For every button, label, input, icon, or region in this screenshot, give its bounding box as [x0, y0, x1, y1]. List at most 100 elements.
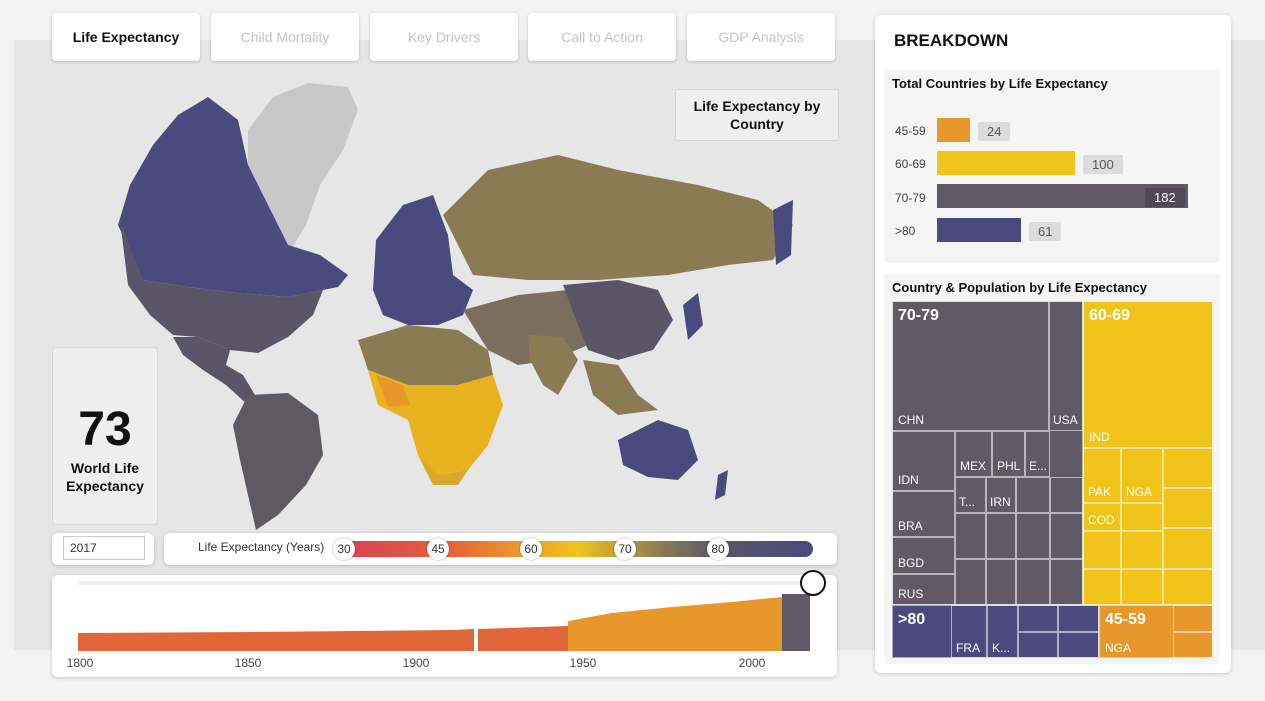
tab-key-drivers[interactable]: Key Drivers [370, 13, 518, 61]
treemap-cell[interactable] [1173, 632, 1213, 658]
treemap-cell-idn[interactable]: IDN [892, 431, 955, 491]
bar-over-80[interactable] [937, 218, 1021, 242]
timeline-area-mid-early [478, 626, 568, 651]
timeline-play-handle[interactable] [800, 570, 826, 596]
treemap-cell-nga[interactable]: NGA [1121, 448, 1163, 503]
treemap-cell[interactable] [1050, 559, 1083, 605]
treemap-cell-phl[interactable]: PHL [992, 431, 1025, 477]
timeline-tick: 1850 [234, 656, 262, 670]
treemap-cell[interactable] [1163, 488, 1213, 528]
timeline-area-gap [474, 631, 478, 651]
legend-title: Life Expectancy (Years) [198, 540, 325, 554]
bar-label: 70-79 [895, 191, 926, 205]
treemap-group-label: 45-59 [1105, 611, 1146, 628]
treemap-cell[interactable] [1163, 448, 1213, 488]
bar-value-badge: 100 [1083, 155, 1123, 174]
treemap-cell-e[interactable]: E... [1025, 431, 1050, 477]
treemap-cell[interactable] [1121, 531, 1163, 569]
treemap-group-label: 60-69 [1089, 307, 1130, 324]
treemap-cell[interactable] [1058, 605, 1099, 632]
treemap-cell[interactable] [1083, 569, 1121, 605]
treemap-cell-label: NGA [1105, 641, 1132, 655]
treemap-cell-cod[interactable]: COD [1083, 503, 1121, 531]
treemap-cell-label: MEX [960, 459, 987, 473]
treemap-cell-label: PHL [997, 459, 1021, 473]
world-map[interactable] [58, 75, 818, 530]
legend-stop-70: 70 [614, 538, 636, 560]
map-region-south-america [233, 393, 323, 530]
treemap-area[interactable]: 70-79 CHN USA IDN MEX PHL E... BRA [892, 301, 1213, 658]
treemap-cell[interactable] [955, 513, 986, 559]
treemap-cell-label: CHN [898, 413, 924, 427]
treemap-cell-label: K... [992, 641, 1011, 655]
bar-45-59[interactable] [937, 118, 970, 142]
treemap-cell-label: IRN [990, 495, 1011, 509]
timeline-area-early [78, 629, 474, 651]
timeline-tick: 2000 [738, 656, 766, 670]
timeline-tick: 1800 [66, 656, 94, 670]
treemap-cell-label: RUS [898, 587, 924, 601]
kpi-card: 73 World Life Expectancy [52, 347, 158, 525]
treemap-cell[interactable] [1050, 477, 1083, 513]
treemap-cell-label: PAK [1088, 485, 1112, 499]
treemap-cell-ind[interactable]: IND [1083, 301, 1213, 448]
treemap-cell[interactable] [1173, 605, 1213, 632]
treemap-cell[interactable] [1016, 477, 1050, 513]
year-slicer [52, 533, 154, 565]
treemap-cell-bgd[interactable]: BGD [892, 537, 955, 574]
treemap-cell[interactable] [986, 513, 1016, 559]
treemap-cell-label: NGA [1126, 485, 1153, 499]
treemap-cell[interactable] [1016, 513, 1050, 559]
treemap-cell[interactable] [1121, 503, 1163, 531]
treemap-cell[interactable] [1058, 632, 1099, 658]
treemap-cell-k[interactable]: K... [987, 605, 1018, 658]
treemap-cell-label: BRA [898, 519, 923, 533]
treemap-cell[interactable] [1016, 559, 1050, 605]
treemap-cell-label: IDN [898, 473, 919, 487]
treemap-cell[interactable] [1121, 569, 1163, 605]
treemap-title: Country & Population by Life Expectancy [892, 280, 1147, 295]
treemap-cell-fra[interactable]: FRA [951, 605, 987, 658]
treemap-cell[interactable] [1018, 605, 1058, 632]
tab-child-mortality[interactable]: Child Mortality [211, 13, 359, 61]
timeline-chart[interactable]: 1800 1850 1900 1950 2000 [52, 570, 837, 677]
legend-stop-45: 45 [427, 538, 449, 560]
treemap-cell[interactable] [1050, 513, 1083, 559]
treemap-cell[interactable] [1018, 632, 1058, 658]
treemap-cell-label: FRA [956, 641, 980, 655]
treemap-cell[interactable] [955, 559, 986, 605]
treemap-cell[interactable] [1163, 528, 1213, 569]
treemap-cell[interactable] [986, 559, 1016, 605]
treemap-group-45-59[interactable]: 45-59 NGA [1099, 605, 1213, 658]
color-legend: Life Expectancy (Years) 30 45 60 70 80 [164, 533, 837, 565]
tab-call-to-action[interactable]: Call to Action [528, 13, 676, 61]
treemap-cell[interactable] [1163, 569, 1213, 605]
timeline-tick: 1900 [402, 656, 430, 670]
bar-value-badge: 182 [1145, 188, 1185, 207]
year-input[interactable] [63, 536, 145, 560]
treemap-cell-bra[interactable]: BRA [892, 491, 955, 537]
map-region-japan [683, 293, 703, 340]
breakdown-title: BREAKDOWN [894, 31, 1009, 50]
timeline-area-late [782, 594, 810, 651]
timeline-area [78, 581, 810, 651]
treemap-cell-mex[interactable]: MEX [955, 431, 992, 477]
treemap-group-label: >80 [898, 611, 926, 628]
map-region-canada [118, 97, 348, 297]
treemap-cell[interactable] [1083, 531, 1121, 569]
kpi-value: 73 [78, 403, 132, 456]
kpi-label: World Life Expectancy [66, 460, 144, 494]
tab-life-expectancy[interactable]: Life Expectancy [52, 13, 200, 61]
treemap-cell-rus[interactable]: RUS [892, 574, 955, 605]
treemap-cell-chn[interactable]: CHN [892, 301, 1049, 431]
treemap-cell-t[interactable]: T... [955, 477, 986, 513]
treemap-cell-pak[interactable]: PAK [1083, 448, 1121, 503]
treemap-cell-usa[interactable]: USA [1049, 301, 1083, 431]
treemap-cell-irn[interactable]: IRN [986, 477, 1016, 513]
map-region-china [563, 280, 673, 360]
tab-gdp-analysis[interactable]: GDP Analysis [687, 13, 835, 61]
legend-stop-30: 30 [333, 538, 355, 560]
map-region-north-africa [358, 325, 493, 385]
legend-gradient-bar [342, 541, 813, 557]
bar-60-69[interactable] [937, 151, 1075, 175]
